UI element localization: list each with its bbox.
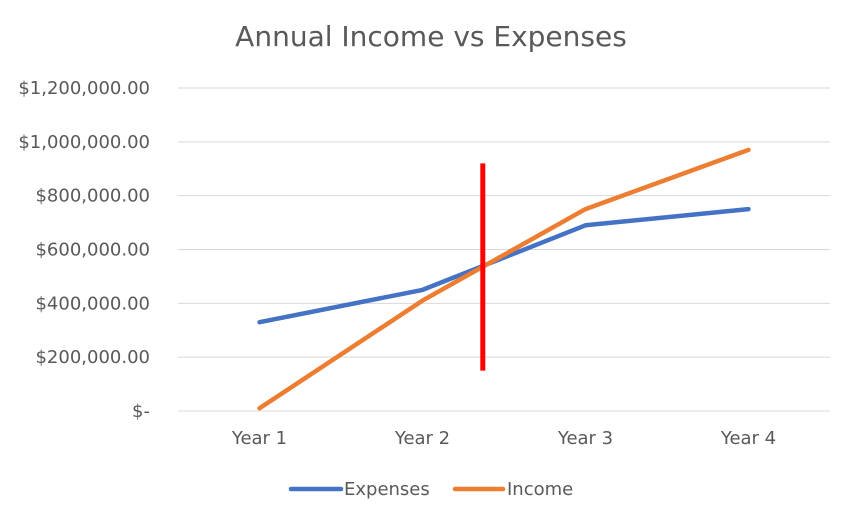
legend-label-income: Income: [507, 479, 573, 500]
gridlines: [178, 87, 830, 412]
chart-title: Annual Income vs Expenses: [235, 20, 627, 53]
y-tick-label: $1,000,000.00: [18, 132, 150, 153]
y-tick-label: $-: [132, 401, 150, 422]
y-axis-tick-labels: $- $200,000.00 $400,000.00 $600,000.00 $800,…: [18, 78, 150, 422]
y-tick-label: $600,000.00: [35, 240, 150, 261]
series-line-income: [257, 147, 751, 411]
x-tick-label: Year 4: [720, 428, 776, 449]
legend: Expenses Income: [288, 479, 573, 500]
x-tick-label: Year 1: [231, 428, 287, 449]
x-tick-label: Year 2: [394, 428, 450, 449]
x-tick-label: Year 3: [557, 428, 613, 449]
series-lines: [257, 147, 751, 411]
y-tick-label: $400,000.00: [35, 293, 150, 314]
y-tick-label: $200,000.00: [35, 347, 150, 368]
legend-label-expenses: Expenses: [344, 479, 430, 500]
y-tick-label: $800,000.00: [35, 186, 150, 207]
series-line-expenses: [257, 206, 751, 325]
x-axis-tick-labels: Year 1 Year 2 Year 3 Year 4: [231, 428, 776, 449]
y-tick-label: $1,200,000.00: [18, 78, 150, 99]
